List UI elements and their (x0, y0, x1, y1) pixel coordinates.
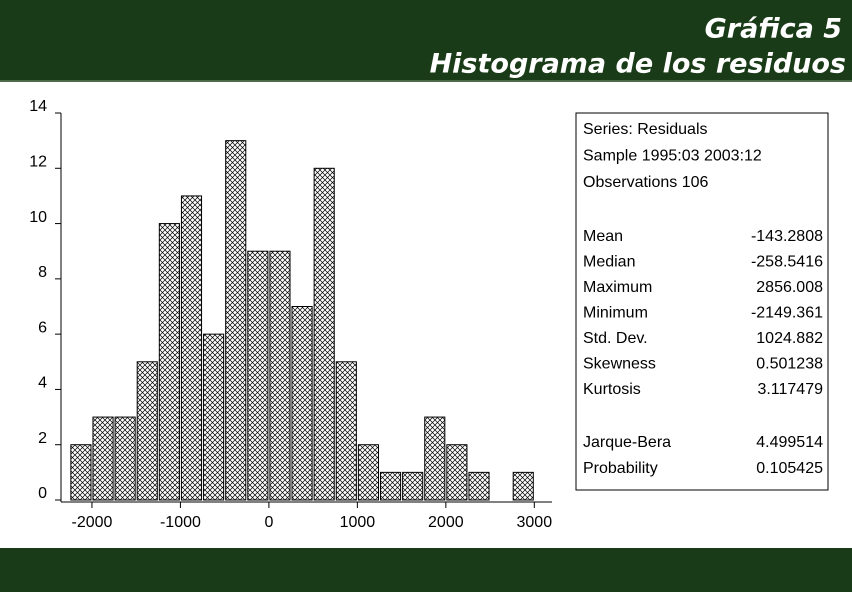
stats-value: 1024.882 (756, 330, 823, 347)
bar (225, 140, 247, 501)
stats-value: -258.5416 (751, 254, 823, 271)
stats-label: Skewness (583, 356, 656, 373)
x-tick-label: -1000 (160, 514, 201, 531)
x-tick-label: 3000 (517, 514, 553, 531)
bar (313, 167, 335, 501)
bar (92, 416, 114, 501)
stats-label: Probability (583, 460, 658, 477)
stats-value: -2149.361 (751, 305, 823, 322)
bar (424, 416, 446, 501)
y-tick-label: 14 (29, 98, 47, 115)
bar (379, 471, 402, 501)
stats-label: Maximum (583, 279, 652, 296)
bar (512, 471, 534, 501)
header-title: Gráfica 5 (705, 14, 842, 45)
footer-bar (0, 548, 852, 592)
stats-label: Std. Dev. (583, 330, 648, 347)
x-tick-label: 2000 (428, 514, 464, 531)
stats-label: Mean (583, 228, 623, 245)
bar (335, 361, 357, 501)
y-tick-label: 2 (38, 430, 47, 447)
stats-header: Sample 1995:03 2003:12 (583, 148, 762, 165)
bar (247, 250, 269, 501)
bar (114, 416, 136, 501)
stats-value: 0.105425 (756, 460, 823, 477)
y-tick-label: 8 (38, 264, 47, 281)
bar (357, 444, 379, 501)
bar (269, 250, 291, 501)
stats-value: 2856.008 (756, 279, 823, 296)
bar (402, 471, 424, 501)
x-tick-label: 1000 (340, 514, 376, 531)
header-subtitle: Histograma de los residuos (430, 49, 846, 80)
bar (446, 444, 468, 501)
bar (468, 471, 490, 501)
stats-label: Jarque-Bera (583, 434, 671, 451)
y-tick-label: 6 (38, 319, 47, 336)
stats-value: -143.2808 (751, 228, 823, 245)
stats-box (575, 112, 829, 491)
bar (203, 333, 225, 501)
y-tick-label: 12 (29, 154, 47, 171)
bar (180, 195, 203, 501)
stats-label: Minimum (583, 305, 648, 322)
stats-header: Observations 106 (583, 174, 709, 191)
header-rule (0, 80, 852, 82)
y-tick-label: 4 (38, 375, 47, 392)
stats-value: 0.501238 (756, 356, 823, 373)
bar (291, 306, 313, 501)
bar (136, 361, 158, 501)
stats-value: 4.499514 (756, 434, 823, 451)
stats-label: Median (583, 254, 635, 271)
stats-header: Series: Residuals (583, 121, 708, 138)
y-tick-label: 0 (38, 485, 47, 502)
stats-value: 3.117479 (757, 381, 823, 398)
x-tick-label: -2000 (72, 514, 113, 531)
stats-label: Kurtosis (583, 381, 641, 398)
header-bar (0, 0, 852, 82)
bar (70, 444, 92, 501)
x-tick-label: 0 (264, 514, 273, 531)
y-tick-label: 10 (29, 209, 47, 226)
bar (158, 223, 180, 501)
